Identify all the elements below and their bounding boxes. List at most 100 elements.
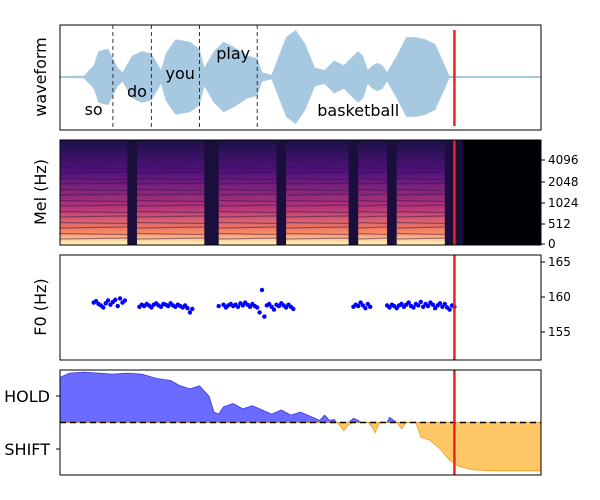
f0-point (255, 305, 260, 310)
mel-voiced-segment (396, 140, 445, 245)
f0-point (115, 303, 120, 309)
mel-harmonic-line (396, 171, 445, 174)
mel-harmonic-line (136, 188, 205, 192)
f0-point (117, 296, 123, 301)
mel-voiced-segment (218, 140, 277, 245)
f0-point (187, 310, 193, 315)
word-label: you (166, 64, 195, 83)
f0-point (418, 299, 423, 305)
mel-harmonic-line (218, 177, 277, 181)
f0-point (416, 303, 421, 308)
f0-point (271, 307, 277, 312)
mel-harmonic-line (218, 193, 277, 196)
mel-harmonic-line (286, 193, 349, 196)
mel-harmonic-line (60, 237, 128, 240)
mel-harmonic-line (396, 221, 445, 225)
mel-harmonic-line (136, 166, 205, 170)
f0-point (425, 303, 431, 309)
mel-harmonic-line (136, 204, 205, 207)
mel-harmonic-line (286, 171, 349, 174)
f0-ylabel: F0 (Hz) (31, 278, 50, 335)
f0-tick-label: 155 (548, 325, 571, 339)
mel-harmonic-line (218, 199, 277, 203)
mel-harmonic-line (218, 221, 277, 225)
mel-harmonic-line (396, 215, 445, 218)
mel-panel: Mel (Hz) 0 512 1024 2048 4096 (31, 139, 579, 251)
mel-harmonic-line (396, 237, 445, 240)
mel-harmonic-line (358, 171, 388, 174)
mel-harmonic-line (60, 210, 128, 214)
mel-harmonic-line (396, 226, 445, 229)
mel-tick-label: 1024 (548, 196, 579, 210)
mel-harmonic-line (358, 182, 388, 185)
mel-harmonic-line (136, 177, 205, 181)
mel-harmonic-line (136, 193, 205, 196)
f0-point (363, 306, 368, 311)
word-label: do (127, 82, 147, 101)
mel-harmonic-line (396, 177, 445, 181)
mel-harmonic-line (218, 166, 277, 170)
mel-harmonic-line (60, 232, 128, 236)
mel-harmonic-line (396, 210, 445, 214)
mel-harmonic-line (60, 171, 128, 174)
mel-tick-label: 0 (548, 237, 556, 251)
mel-harmonic-line (358, 177, 388, 181)
mel-harmonic-line (60, 182, 128, 185)
mel-harmonic-line (286, 210, 349, 214)
mel-ylabel: Mel (Hz) (31, 159, 50, 225)
mel-harmonic-line (358, 226, 388, 229)
f0-panel: F0 (Hz) 155 160 165 (31, 254, 571, 361)
mel-harmonic-line (286, 182, 349, 185)
mel-harmonic-line (286, 226, 349, 229)
mel-harmonic-line (60, 215, 128, 218)
mel-harmonic-line (218, 171, 277, 174)
mel-harmonic-line (60, 199, 128, 203)
mel-harmonic-line (218, 237, 277, 240)
f0-point (442, 301, 447, 307)
mel-tick-label: 4096 (548, 153, 579, 167)
f0-point (122, 298, 128, 303)
mel-voiced-segment (358, 140, 388, 245)
f0-point (291, 306, 296, 312)
mel-harmonic-line (136, 215, 205, 218)
word-label: play (216, 44, 250, 63)
mel-harmonic-line (358, 232, 388, 236)
turn-tick-label: HOLD (4, 387, 50, 406)
mel-harmonic-line (136, 221, 205, 225)
mel-harmonic-line (358, 210, 388, 214)
mel-harmonic-line (396, 232, 445, 236)
mel-harmonic-line (358, 215, 388, 218)
f0-point (437, 301, 443, 306)
mel-harmonic-line (396, 188, 445, 192)
f0-point (406, 300, 411, 305)
f0-point (105, 298, 111, 303)
waveform-ylabel: waveform (31, 37, 50, 117)
mel-harmonic-line (136, 226, 205, 229)
mel-harmonic-line (60, 193, 128, 196)
f0-point (411, 305, 416, 310)
f0-point (113, 297, 118, 302)
mel-harmonic-line (286, 237, 349, 240)
mel-harmonic-line (136, 232, 205, 236)
mel-harmonic-line (286, 188, 349, 192)
mel-harmonic-line (286, 215, 349, 218)
word-label: so (85, 100, 103, 119)
f0-point (190, 306, 195, 312)
mel-harmonic-line (218, 210, 277, 214)
word-label: basketball (317, 101, 399, 120)
f0-point (447, 307, 452, 312)
f0-point (368, 304, 373, 309)
mel-harmonic-line (136, 210, 205, 214)
mel-harmonic-line (60, 177, 128, 181)
mel-harmonic-line (218, 188, 277, 192)
mel-harmonic-line (218, 182, 277, 185)
mel-voiced-segment (60, 140, 128, 245)
mel-harmonic-line (218, 226, 277, 229)
mel-harmonic-line (358, 199, 388, 203)
mel-harmonic-line (396, 193, 445, 196)
mel-voiced-segment (286, 140, 349, 245)
f0-point (257, 310, 262, 315)
mel-harmonic-line (358, 221, 388, 225)
